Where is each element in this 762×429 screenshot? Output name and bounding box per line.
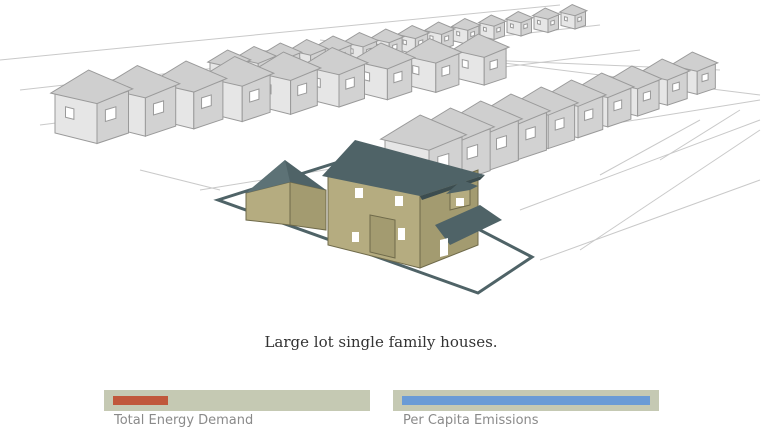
highlighted-house [322,140,502,269]
energy-meter-label: Total Energy Demand [114,413,254,428]
house-row-front [49,33,511,145]
per-capita-emissions-meter: Per Capita Emissions [393,390,659,428]
emissions-meter-label: Per Capita Emissions [403,413,539,428]
total-energy-demand-meter: Total Energy Demand [104,390,370,428]
emissions-meter-track [393,390,659,411]
energy-meter-track [104,390,370,411]
illustration-caption: Large lot single family houses. [264,333,498,351]
highlighted-garage [245,160,327,231]
emissions-meter-fill [402,396,650,405]
energy-meter-fill [113,396,168,405]
neighborhood-illustration [0,3,761,295]
